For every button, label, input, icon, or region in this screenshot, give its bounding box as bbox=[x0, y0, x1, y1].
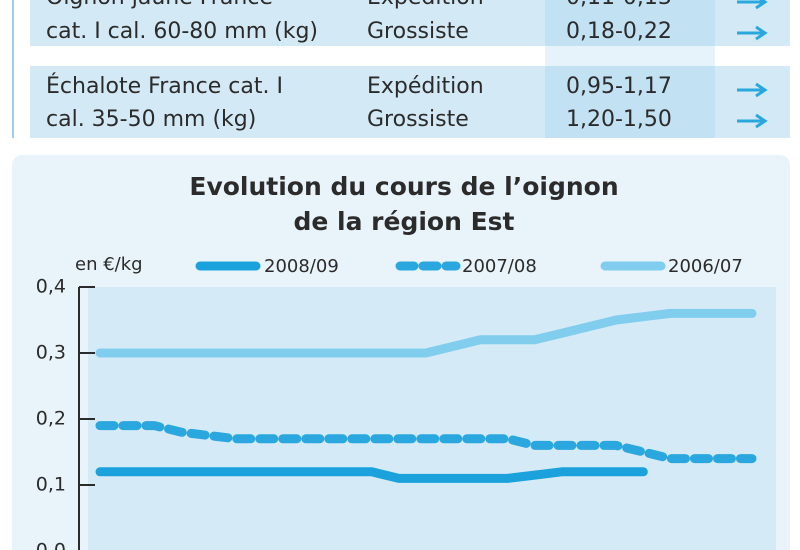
price: 1,20-1,50 bbox=[566, 107, 672, 132]
price: 0,95-1,17 bbox=[566, 74, 672, 99]
trend-arrows bbox=[737, 0, 768, 129]
price-table: Oignon jaune France cat. I cal. 60-80 mm… bbox=[12, 0, 790, 138]
chart-title: Evolution du cours de l’oignon bbox=[189, 172, 618, 201]
y-tick-label: 0,0 bbox=[36, 540, 66, 550]
stage: Grossiste bbox=[367, 19, 469, 44]
product-name: cal. 35-50 mm (kg) bbox=[46, 107, 256, 132]
y-tick-label: 0,1 bbox=[36, 474, 66, 496]
plot-area bbox=[88, 287, 776, 550]
price: 0,18-0,22 bbox=[566, 19, 672, 44]
arrow bbox=[737, 113, 768, 129]
chart-title: de la région Est bbox=[293, 207, 514, 236]
y-tick-label: 0,2 bbox=[36, 408, 66, 430]
y-axis-label: en €/kg bbox=[75, 254, 143, 275]
series-line bbox=[95, 421, 757, 464]
row-gap bbox=[545, 46, 715, 66]
stage: Expédition bbox=[367, 74, 484, 99]
stage: Expédition bbox=[367, 0, 484, 10]
y-tick-label: 0,3 bbox=[36, 342, 66, 364]
legend-label: 2007/08 bbox=[462, 256, 537, 277]
series-line bbox=[95, 467, 648, 483]
arrow bbox=[737, 82, 768, 98]
price-column bbox=[545, 0, 715, 138]
price: 0,11-0,13 bbox=[566, 0, 672, 10]
stage: Grossiste bbox=[367, 107, 469, 132]
product-name: Oignon jaune France bbox=[46, 0, 273, 10]
product-name: cat. I cal. 60-80 mm (kg) bbox=[46, 19, 318, 44]
series-line bbox=[95, 308, 757, 358]
arrow bbox=[737, 0, 768, 10]
y-tick-label: 0,4 bbox=[36, 276, 66, 298]
product-name: Échalote France cat. I bbox=[46, 73, 283, 99]
legend-label: 2006/07 bbox=[668, 256, 743, 277]
legend-label: 2008/09 bbox=[264, 256, 339, 277]
arrow bbox=[737, 25, 768, 41]
